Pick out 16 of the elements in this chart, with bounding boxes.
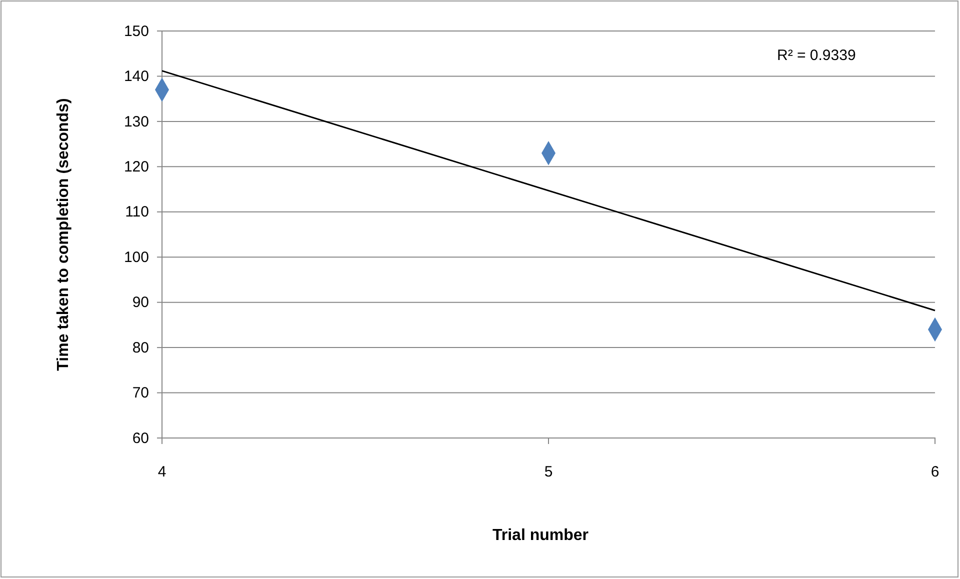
x-tick-label: 5 xyxy=(544,464,553,481)
x-tick-label: 4 xyxy=(158,464,166,481)
y-tick-label: 140 xyxy=(124,68,149,86)
y-tick-label: 120 xyxy=(124,158,149,176)
x-tick-label: 6 xyxy=(930,464,940,481)
y-axis-title: Time taken to completion (seconds) xyxy=(55,98,72,371)
y-tick-label: 80 xyxy=(132,339,149,356)
y-tick-label: 60 xyxy=(132,430,149,447)
y-tick-label: 110 xyxy=(125,204,149,221)
x-axis-title: Trial number xyxy=(492,527,589,544)
y-tick-label: 70 xyxy=(132,384,149,402)
y-tick-label: 130 xyxy=(124,113,149,130)
annotation: R² = 0.9339 xyxy=(777,47,856,64)
y-tick-label: 100 xyxy=(124,248,149,266)
y-tick-label: 90 xyxy=(132,294,149,312)
y-tick-label: 150 xyxy=(124,22,149,40)
